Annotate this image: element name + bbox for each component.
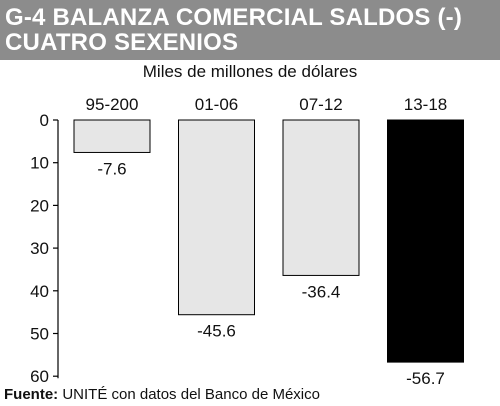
category-label-95-200: 95-200 [86,95,139,114]
chart-title: G-4 BALANZA COMERCIAL SALDOS (-) CUATRO … [5,4,463,56]
bar-01-06 [178,119,255,316]
source-note: Fuente: UNITÉ con datos del Banco de Méx… [4,386,320,403]
category-label-07-12: 07-12 [299,95,342,114]
value-label-95-200: -7.6 [97,159,126,178]
y-tick-label-0: 0 [40,111,49,130]
value-label-13-18: -56.7 [406,369,445,388]
chart-subtitle: Miles de millones de dólares [142,62,358,81]
y-tick-label-60: 60 [30,367,49,386]
y-tick-label-50: 50 [30,325,49,344]
bar-13-18 [387,119,464,363]
y-tick-label-30: 30 [30,239,49,258]
y-tick-label-40: 40 [30,282,49,301]
source-label: Fuente: [4,386,59,403]
category-label-01-06: 01-06 [195,95,238,114]
title-banner: G-4 BALANZA COMERCIAL SALDOS (-) CUATRO … [0,0,500,60]
value-label-07-12: -36.4 [302,282,341,301]
value-label-01-06: -45.6 [197,322,236,341]
bar-95-200 [73,119,151,153]
y-tick-label-20: 20 [30,196,49,215]
bar-07-12 [282,119,360,276]
category-label-13-18: 13-18 [404,95,447,114]
y-tick-label-10: 10 [30,154,49,173]
source-text: UNITÉ con datos del Banco de México [58,386,320,403]
